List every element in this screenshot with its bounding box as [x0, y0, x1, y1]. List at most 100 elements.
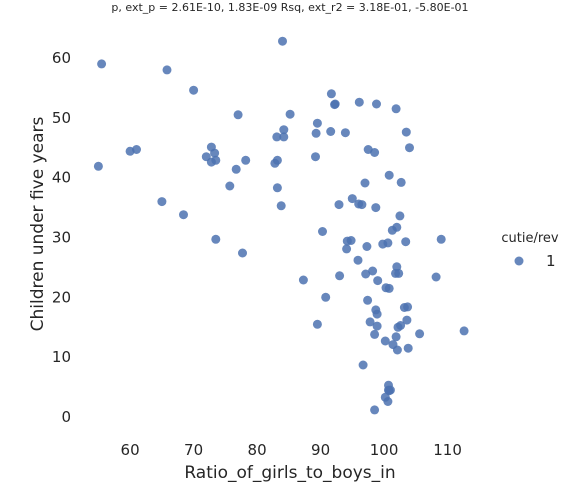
data-point — [342, 236, 352, 246]
data-point — [459, 326, 469, 336]
data-point — [431, 272, 441, 282]
data-point — [415, 329, 425, 339]
data-point — [340, 128, 350, 138]
x-tick-label: 110 — [433, 441, 462, 459]
data-point — [347, 194, 357, 204]
data-point — [241, 155, 251, 165]
y-axis-label: Children under five years — [28, 116, 48, 331]
data-point — [279, 125, 289, 135]
y-tick-label: 20 — [52, 288, 71, 306]
data-point — [312, 319, 322, 329]
data-point — [392, 345, 402, 355]
data-point — [391, 332, 401, 342]
data-points — [93, 36, 469, 415]
data-point — [372, 99, 381, 109]
data-point — [225, 181, 235, 191]
data-point — [401, 127, 411, 137]
data-point — [231, 164, 241, 174]
data-point — [380, 336, 390, 346]
data-point — [179, 210, 188, 220]
data-point — [365, 317, 375, 327]
data-point — [363, 295, 373, 305]
x-tick-label: 80 — [248, 441, 267, 459]
data-point — [342, 244, 352, 254]
data-point — [162, 65, 172, 75]
data-point — [372, 321, 382, 331]
data-point — [371, 203, 381, 213]
data-point — [387, 225, 397, 235]
y-tick-label: 0 — [61, 408, 71, 426]
data-point — [405, 143, 414, 153]
y-tick-label: 50 — [52, 109, 71, 127]
data-point — [189, 85, 199, 95]
data-point — [326, 127, 336, 136]
data-point — [272, 183, 282, 193]
data-point — [391, 104, 401, 114]
data-point — [383, 238, 393, 248]
data-point — [211, 234, 221, 244]
legend: cutie/rev 1 — [501, 231, 559, 270]
x-tick-label: 60 — [121, 441, 140, 459]
y-tick-label: 60 — [52, 49, 71, 67]
data-point — [384, 283, 394, 293]
y-tick-label: 10 — [52, 348, 71, 366]
data-point — [272, 132, 282, 142]
data-point — [393, 322, 403, 332]
legend-title: cutie/rev — [501, 231, 559, 246]
data-point — [206, 157, 216, 167]
data-point — [370, 405, 380, 415]
data-point — [403, 343, 413, 353]
data-point — [335, 271, 345, 281]
data-point — [272, 155, 282, 165]
data-point — [238, 248, 247, 258]
data-point — [312, 118, 322, 128]
data-point — [396, 177, 406, 187]
data-point — [321, 292, 331, 302]
data-point — [403, 302, 413, 312]
data-point — [233, 110, 243, 120]
legend-entry-label: 1 — [546, 252, 556, 270]
data-point — [311, 128, 321, 138]
data-point — [395, 211, 405, 221]
data-point — [436, 234, 446, 244]
data-point — [373, 276, 383, 286]
y-tick-labels: 0 10 20 30 40 50 60 — [52, 49, 71, 426]
data-point — [285, 109, 295, 119]
data-point — [354, 97, 364, 107]
data-point — [362, 242, 372, 251]
x-tick-label: 100 — [370, 441, 399, 459]
data-point — [278, 36, 287, 46]
data-point — [370, 148, 380, 157]
data-point — [372, 309, 382, 319]
data-point — [358, 360, 368, 370]
data-point — [384, 170, 394, 180]
data-point — [326, 89, 336, 99]
x-tick-labels: 60 70 80 90 100 110 — [121, 441, 462, 459]
y-tick-label: 40 — [52, 169, 71, 187]
data-point — [157, 197, 167, 207]
data-point — [361, 269, 371, 279]
data-point — [383, 397, 393, 406]
data-point — [391, 268, 400, 278]
data-point — [330, 99, 340, 109]
data-point — [357, 200, 367, 210]
data-point — [318, 227, 327, 236]
chart-title: p, ext_p = 2.61E-10, 1.83E-09 Rsq, ext_r… — [111, 1, 468, 14]
data-point — [402, 315, 412, 325]
x-tick-label: 90 — [311, 441, 330, 459]
data-point — [334, 200, 344, 210]
y-tick-label: 30 — [52, 229, 71, 247]
data-point — [401, 237, 411, 247]
data-point — [97, 59, 107, 69]
data-point — [353, 255, 363, 265]
data-point — [298, 275, 308, 285]
data-point — [210, 148, 220, 158]
data-point — [276, 201, 286, 211]
data-point — [384, 386, 394, 396]
data-point — [93, 161, 103, 171]
x-tick-label: 70 — [184, 441, 203, 459]
data-point — [132, 145, 141, 154]
data-point — [360, 178, 370, 188]
data-point — [368, 266, 378, 276]
